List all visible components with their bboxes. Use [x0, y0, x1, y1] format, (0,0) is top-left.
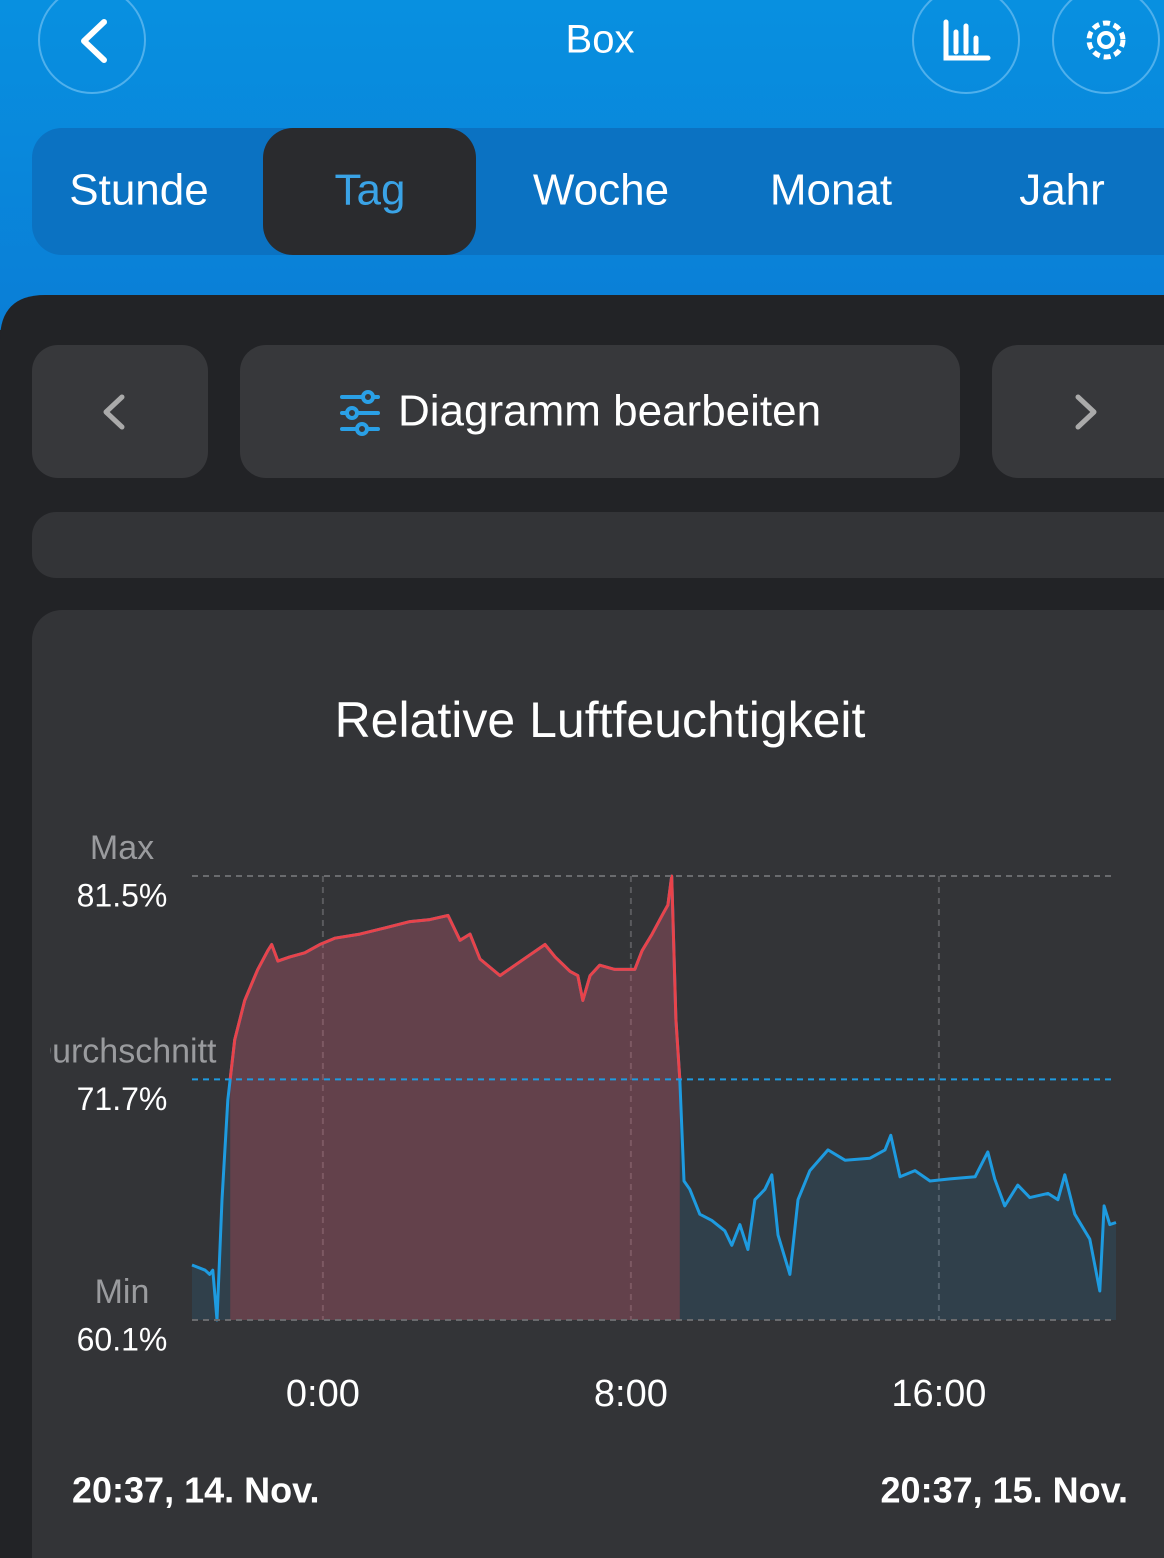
line-above-average	[228, 874, 682, 1080]
settings-button[interactable]	[1052, 0, 1160, 94]
empty-card	[32, 512, 1164, 578]
back-button[interactable]	[38, 0, 146, 94]
reference-name: Durchschnitt	[28, 1032, 218, 1070]
x-tick-label: 0:00	[286, 1373, 360, 1415]
tab-label: Jahr	[1019, 166, 1105, 215]
tab[interactable]: Tag	[263, 128, 476, 255]
start-time: 20:37, 14. Nov.	[72, 1470, 319, 1511]
tab-label: Woche	[533, 166, 669, 215]
stats-button[interactable]	[912, 0, 1020, 94]
prev-button[interactable]	[32, 345, 208, 478]
tab[interactable]: Jahr	[1019, 166, 1105, 215]
reference-value: 81.5%	[77, 877, 168, 913]
tab[interactable]: Monat	[770, 166, 892, 215]
next-button[interactable]	[992, 345, 1164, 478]
reference-name: Max	[90, 829, 154, 867]
reference-value: 71.7%	[77, 1081, 168, 1117]
reference-value: 60.1%	[77, 1321, 168, 1357]
tab-selected-bg	[263, 128, 476, 255]
reference-name: Min	[95, 1273, 150, 1311]
reference-labels: Max 81.5% Durchschnitt 71.7% Min 60.1%	[28, 829, 218, 1357]
x-tick-label: 16:00	[891, 1373, 986, 1415]
area-fill	[192, 876, 1116, 1320]
tab[interactable]: Stunde	[69, 166, 208, 215]
end-time: 20:37, 15. Nov.	[881, 1470, 1128, 1511]
tab-label: Tag	[335, 166, 406, 215]
edit-chart-button[interactable]: Diagramm bearbeiten	[240, 345, 960, 478]
chart-title: Relative Luftfeuchtigkeit	[335, 692, 866, 748]
edit-chart-label: Diagramm bearbeiten	[398, 387, 821, 436]
chart-card	[32, 610, 1164, 1558]
header-title: Box	[566, 18, 635, 62]
tab-label: Monat	[770, 166, 892, 215]
area-fill-above	[230, 876, 680, 1320]
tab-label: Stunde	[69, 166, 208, 215]
tab[interactable]: Woche	[533, 166, 669, 215]
x-tick-label: 8:00	[594, 1373, 668, 1415]
